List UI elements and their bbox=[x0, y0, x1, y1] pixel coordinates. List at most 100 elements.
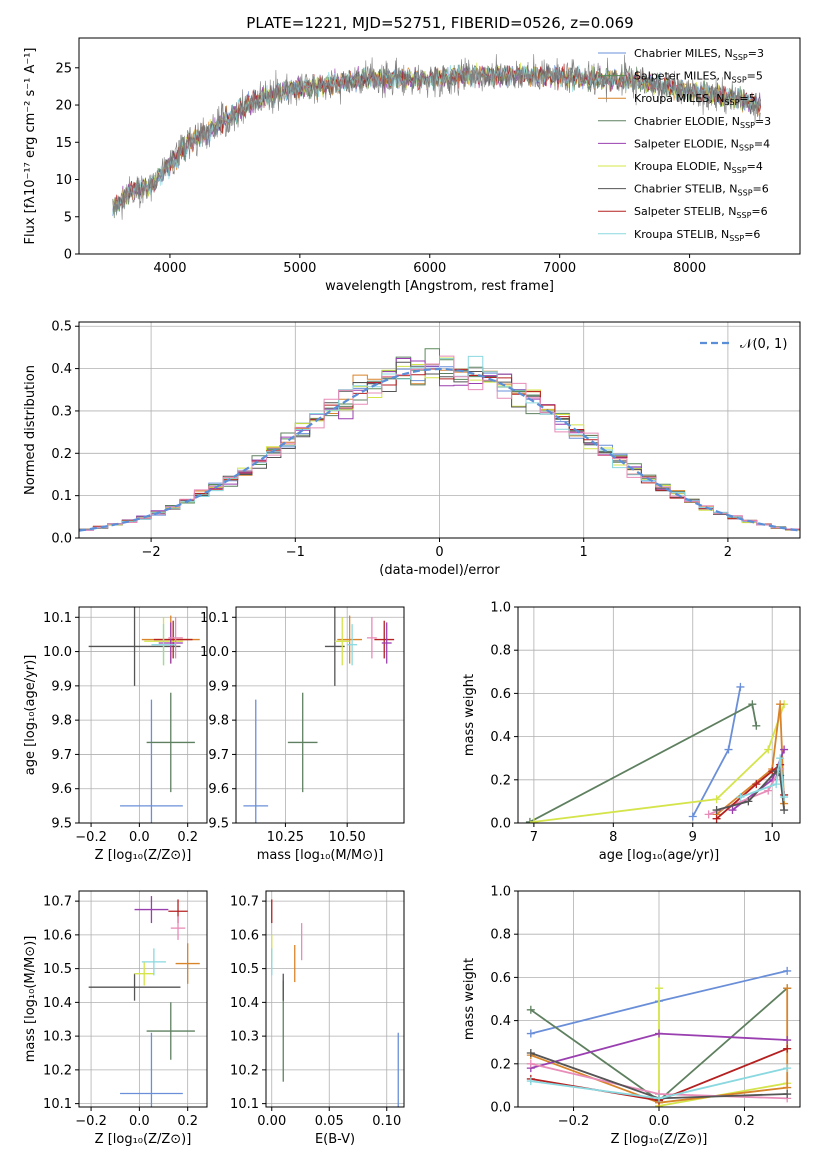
legend-entry: Chabrier MILES, NSSP=3 bbox=[634, 47, 764, 62]
weight-point-marker bbox=[783, 1090, 792, 1099]
axes-frame bbox=[265, 890, 405, 1108]
y-tick-label: 1.0 bbox=[490, 601, 511, 616]
axes: 4000 5000 6000 7000 8000 0 5 10 15 20 25 wavelength… bbox=[23, 37, 801, 294]
spectrum-panel: 4000 5000 6000 7000 8000 0 5 10 15 20 25 wavelength… bbox=[23, 37, 801, 294]
y-tick-label: 10.1 bbox=[43, 611, 72, 626]
x-axis-label: Z [log₁₀(Z/Z⊙)] bbox=[611, 1132, 708, 1147]
weight-point-marker bbox=[724, 745, 733, 754]
y-axis-label: mass weight bbox=[462, 674, 477, 756]
observed-spectrum-line bbox=[112, 54, 761, 220]
x-tick-label: 7 bbox=[530, 830, 538, 845]
x-tick-label: 7000 bbox=[543, 261, 576, 276]
axes-frame bbox=[235, 606, 405, 824]
y-tick-label: 9.8 bbox=[208, 714, 229, 729]
data-point bbox=[146, 1002, 195, 1060]
normal-curve bbox=[79, 367, 800, 532]
axes: −2 −1 0 1 2 0.0 0.1 0.2 0.3 0.4 0.5 (data-model)/er… bbox=[23, 320, 801, 578]
data-point bbox=[334, 617, 350, 666]
y-tick-label: 9.7 bbox=[51, 748, 72, 763]
data-point bbox=[134, 896, 169, 924]
weight-point-marker bbox=[780, 793, 789, 802]
x-axis-label: E(B-V) bbox=[315, 1132, 355, 1147]
plot-area bbox=[112, 54, 761, 220]
weight-point-marker bbox=[704, 810, 713, 819]
weight-point-marker bbox=[752, 721, 761, 730]
residuals-panel: −2 −1 0 1 2 0.0 0.1 0.2 0.3 0.4 0.5 (data-model)/er… bbox=[23, 320, 801, 578]
x-tick-label: 0.0 bbox=[129, 830, 150, 845]
y-tick-label: 10.7 bbox=[43, 895, 72, 910]
y-axis-label: age [log₁₀(age/yr)] bbox=[23, 655, 38, 776]
y-tick-label: 10.0 bbox=[43, 645, 72, 660]
weight-point-marker bbox=[783, 966, 792, 975]
legend-entry: Salpeter STELIB, NSSP=6 bbox=[634, 205, 768, 220]
legend-entry: Salpeter MILES, NSSP=5 bbox=[634, 70, 763, 85]
weight-point-marker bbox=[772, 780, 781, 789]
weight-series-line bbox=[740, 758, 785, 798]
x-tick-label: 4000 bbox=[153, 261, 186, 276]
y-tick-label: 10.3 bbox=[230, 1030, 259, 1045]
y-axis-label: mass weight bbox=[462, 958, 477, 1040]
data-point bbox=[175, 943, 200, 984]
y-tick-label: 10.1 bbox=[43, 1097, 72, 1112]
y-tick-label: 10.1 bbox=[200, 611, 229, 626]
x-tick-label: 10.25 bbox=[267, 830, 304, 845]
legend-entry: Kroupa STELIB, NSSP=6 bbox=[634, 228, 760, 243]
plot-area bbox=[525, 682, 789, 823]
plot-area bbox=[271, 899, 399, 1107]
weight-series-line bbox=[533, 703, 785, 823]
y-tick-label: 10.3 bbox=[43, 1030, 72, 1045]
y-tick-label: 0.1 bbox=[51, 489, 72, 504]
weight-point-marker bbox=[748, 700, 757, 709]
weight-point-marker bbox=[655, 1029, 663, 1038]
legend-entry: Salpeter ELODIE, NSSP=4 bbox=[634, 137, 770, 152]
weight-point-marker bbox=[526, 1049, 535, 1057]
data-point bbox=[170, 916, 186, 940]
x-tick-label: −2 bbox=[142, 545, 161, 560]
y-tick-label: 0.4 bbox=[490, 1014, 511, 1029]
x-tick-label: 6000 bbox=[413, 261, 446, 276]
data-point bbox=[158, 622, 183, 664]
x-tick-label: −0.2 bbox=[75, 1114, 107, 1129]
x-tick-label: 10.50 bbox=[329, 830, 366, 845]
weight-point-marker bbox=[688, 812, 697, 821]
axes: 0.00 0.05 0.10 10.1 10.2 10.3 10.4 10.5 10.6 10.7… bbox=[230, 890, 405, 1147]
y-tick-label: 0 bbox=[64, 248, 72, 263]
plot-area bbox=[79, 348, 800, 532]
weight-point-marker bbox=[736, 682, 745, 691]
x-axis-label: age [log₁₀(age/yr)] bbox=[599, 848, 720, 863]
data-point bbox=[347, 624, 358, 666]
y-tick-label: 9.5 bbox=[208, 817, 229, 832]
y-tick-label: 15 bbox=[55, 136, 72, 151]
y-tick-label: 10.7 bbox=[230, 895, 259, 910]
y-tick-label: 9.9 bbox=[51, 679, 72, 694]
data-point bbox=[374, 620, 395, 659]
grid-lines bbox=[266, 891, 404, 1107]
weight-point-marker bbox=[526, 1005, 535, 1014]
legend-entry: 𝒩(0, 1) bbox=[740, 337, 787, 352]
y-tick-label: 0.8 bbox=[490, 644, 511, 659]
axes: 7 8 9 10 0.0 0.2 0.4 0.6 0.8 1.0 age [log₁₀(age/yr… bbox=[462, 601, 801, 863]
legend-entry: Chabrier STELIB, NSSP=6 bbox=[634, 183, 769, 198]
axes-frame bbox=[517, 606, 801, 824]
y-tick-label: 0.8 bbox=[490, 928, 511, 943]
x-tick-label: 0.2 bbox=[177, 830, 198, 845]
weight-point-marker bbox=[783, 1036, 792, 1045]
weight-point-marker bbox=[712, 814, 721, 823]
weight-point-marker bbox=[783, 984, 792, 993]
y-tick-label: 10.1 bbox=[230, 1097, 259, 1112]
data-point bbox=[324, 607, 345, 686]
x-axis-label: wavelength [Angstrom, rest frame] bbox=[325, 279, 554, 294]
histogram-step bbox=[79, 355, 800, 531]
data-point bbox=[153, 620, 193, 659]
axes-frame bbox=[78, 606, 208, 824]
x-tick-label: −1 bbox=[286, 545, 305, 560]
mass-vs-metallicity-panel: −0.2 0.0 0.2 10.1 10.2 10.3 10.4 10.5 10.6 10.7 Z … bbox=[23, 890, 208, 1147]
y-tick-label: 0.3 bbox=[51, 404, 72, 419]
data-point bbox=[120, 1032, 183, 1107]
weight-point-marker bbox=[712, 795, 721, 804]
y-tick-label: 0.2 bbox=[490, 773, 511, 788]
x-tick-label: 0.2 bbox=[734, 1114, 755, 1129]
y-tick-label: 0.2 bbox=[51, 447, 72, 462]
weight-point-marker bbox=[783, 1044, 792, 1053]
